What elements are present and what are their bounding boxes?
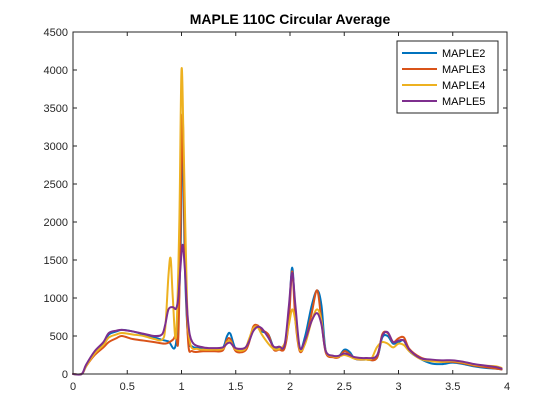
x-tick-label: 2 bbox=[287, 381, 293, 393]
y-tick-label: 3500 bbox=[44, 103, 68, 115]
y-tick-label: 2000 bbox=[44, 217, 68, 229]
y-tick-label: 2500 bbox=[44, 179, 68, 191]
chart-title: MAPLE 110C Circular Average bbox=[190, 11, 391, 27]
y-tick-label: 4500 bbox=[44, 27, 68, 39]
x-tick-label: 2.5 bbox=[337, 381, 352, 393]
legend-label: MAPLE2 bbox=[442, 48, 485, 60]
legend-label: MAPLE3 bbox=[442, 64, 485, 76]
y-tick-label: 1000 bbox=[44, 293, 68, 305]
y-tick-label: 0 bbox=[62, 369, 68, 381]
x-tick-label: 4 bbox=[504, 381, 510, 393]
legend: MAPLE2 MAPLE3 MAPLE4 MAPLE5 bbox=[396, 40, 499, 114]
x-tick-label: 1.5 bbox=[228, 381, 243, 393]
legend-label: MAPLE4 bbox=[442, 80, 485, 92]
axis-layer: 0 0.5 1 1.5 2 2.5 3 3.5 4 0 500 1000 1500 2000 2500 300… bbox=[44, 27, 511, 393]
series-line-maple4 bbox=[72, 67, 503, 376]
y-tick-label: 500 bbox=[50, 331, 68, 343]
series-line-maple5 bbox=[72, 243, 503, 376]
y-tick-label: 1500 bbox=[44, 255, 68, 267]
x-tick-label: 0.5 bbox=[120, 381, 135, 393]
legend-label: MAPLE5 bbox=[442, 96, 485, 108]
x-tick-label: 3.5 bbox=[445, 381, 460, 393]
x-tick-label: 0 bbox=[70, 381, 76, 393]
y-tick-label: 3000 bbox=[44, 141, 68, 153]
series-layer bbox=[72, 67, 503, 376]
y-tick-label: 4000 bbox=[44, 65, 68, 77]
x-tick-label: 3 bbox=[395, 381, 401, 393]
x-tick-label: 1 bbox=[178, 381, 184, 393]
